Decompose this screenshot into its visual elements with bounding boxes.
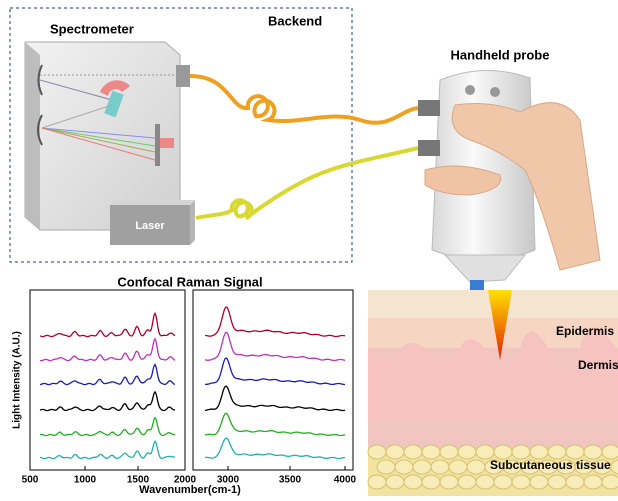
x-tick-label: 1500: [127, 475, 150, 486]
spectrum-left: [39, 390, 176, 412]
backend-box: [9, 7, 353, 263]
raman-title: Confocal Raman Signal: [117, 274, 262, 289]
x-tick-label: 3000: [217, 475, 240, 486]
backend-label: Backend: [268, 13, 322, 28]
spectrum-left: [39, 416, 176, 437]
spectrum-right: [204, 306, 346, 338]
x-tick-label: 500: [22, 475, 39, 486]
y-axis-label: Light Intensity (A.U.): [12, 331, 23, 429]
spectrum-right: [204, 331, 346, 362]
x-axis-label: Wavenumber(cm-1): [139, 484, 241, 496]
x-tick-label: 3500: [279, 475, 302, 486]
skin-diagram: [367, 290, 618, 496]
x-tick-label: 1000: [74, 475, 97, 486]
right-panel: [192, 289, 354, 471]
left-panel: [29, 289, 186, 471]
spectrum-left: [39, 439, 176, 460]
spectrum-right: [204, 357, 345, 386]
fiber-orange: [189, 74, 419, 125]
x-tick-label: 4000: [334, 475, 357, 486]
spectrum-right: [204, 412, 346, 437]
skin-layer-label: Epidermis: [556, 324, 614, 338]
spectra: [39, 306, 346, 460]
skin-layer-label: Subcutaneous tissue: [490, 458, 611, 472]
laser: [110, 200, 195, 245]
spectrum-right: [204, 385, 346, 412]
spectrum-right: [204, 437, 346, 460]
probe-label: Handheld probe: [451, 47, 550, 62]
fiber-yellow: [195, 146, 419, 220]
spectrum-left: [39, 363, 176, 386]
handheld-probe: [418, 70, 601, 290]
spectrum-left: [39, 311, 176, 338]
skin-layer-label: Dermis: [578, 358, 618, 372]
spectrum-left: [39, 337, 176, 362]
spectrometer: [24, 41, 190, 231]
spectrometer-label: Spectrometer: [50, 21, 134, 36]
laser-label: Laser: [135, 220, 165, 232]
x-tick-label: 2000: [174, 475, 197, 486]
